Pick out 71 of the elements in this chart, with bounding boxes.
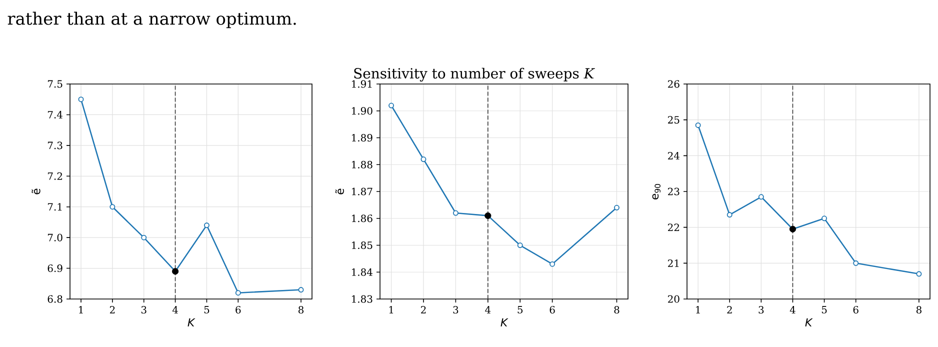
y-tick-label: 24 <box>668 152 680 160</box>
chart-title: Sensitivity to number of sweeps K <box>354 68 595 82</box>
point <box>614 204 620 210</box>
y-tick-label: 6.8 <box>48 295 62 303</box>
x-axis-title: K <box>188 318 196 326</box>
x-tick-label: 2 <box>110 306 115 314</box>
y-tick-label: 7.0 <box>48 234 62 242</box>
x-tick-label: 3 <box>758 306 764 314</box>
point <box>298 287 304 293</box>
y-tick-label: 1.88 <box>352 160 372 168</box>
y-tick-label: 7.3 <box>48 142 62 150</box>
y-axis-title: e$_{90}$ <box>652 184 660 200</box>
point <box>550 261 556 267</box>
y-tick-label: 1.86 <box>352 214 372 222</box>
x-tick-label: 1 <box>696 306 700 314</box>
x-tick-label: 6 <box>236 306 241 314</box>
x-tick-label: 2 <box>420 306 426 314</box>
y-tick-label: 1.87 <box>352 188 372 196</box>
point <box>452 210 458 216</box>
point <box>517 242 523 248</box>
point <box>235 290 241 296</box>
y-axis-title: ẽ <box>335 188 344 194</box>
point <box>726 212 732 218</box>
x-tick-label: 8 <box>916 306 922 314</box>
y-tick-label: 20 <box>668 295 680 303</box>
y-tick-label: 25 <box>668 116 680 124</box>
x-tick-label: 8 <box>614 306 620 314</box>
y-tick-label: 1.89 <box>352 134 372 142</box>
x-tick-label: 4 <box>790 306 796 314</box>
point <box>916 271 922 277</box>
x-tick-label: 4 <box>172 306 178 314</box>
x-tick-label: 3 <box>141 306 146 314</box>
y-tick-label: 1.83 <box>352 295 372 303</box>
y-axis-title: ẽ <box>32 188 40 194</box>
y-tick-label: 7.5 <box>48 80 62 88</box>
point <box>758 194 764 200</box>
point <box>204 222 210 228</box>
y-tick-label: 7.4 <box>48 110 62 118</box>
y-tick-label: 23 <box>668 188 680 196</box>
y-tick-label: 7.1 <box>48 203 62 211</box>
x-axis-title: K <box>500 318 508 326</box>
point <box>388 102 394 108</box>
point <box>110 204 116 210</box>
y-tick-label: 26 <box>668 80 680 88</box>
y-tick-label: 1.91 <box>352 80 372 88</box>
point <box>822 216 828 222</box>
x-tick-label: 4 <box>485 306 491 314</box>
point <box>695 122 701 128</box>
x-tick-label: 5 <box>518 306 523 314</box>
y-tick-label: 1.84 <box>352 268 372 276</box>
y-tick-label: 6.9 <box>48 264 62 272</box>
y-tick-label: 1.85 <box>352 241 372 250</box>
x-axis-title: K <box>805 318 813 326</box>
point <box>853 260 859 266</box>
point <box>141 234 147 240</box>
x-tick-label: 8 <box>298 306 304 314</box>
point <box>78 96 84 102</box>
x-tick-label: 5 <box>204 306 210 314</box>
x-tick-label: 6 <box>853 306 858 314</box>
x-tick-label: 1 <box>389 306 394 314</box>
x-tick-label: 1 <box>79 306 83 314</box>
point <box>420 156 426 162</box>
y-tick-label: 22 <box>668 224 680 232</box>
x-tick-label: 3 <box>453 306 458 314</box>
x-tick-label: 2 <box>727 306 732 314</box>
x-tick-label: 5 <box>822 306 827 314</box>
y-tick-label: 21 <box>668 259 679 267</box>
text: rather than at a narrow optimum. <box>8 12 296 28</box>
x-tick-label: 6 <box>550 306 555 314</box>
y-tick-label: 7.2 <box>48 172 62 180</box>
y-tick-label: 1.90 <box>352 107 372 115</box>
